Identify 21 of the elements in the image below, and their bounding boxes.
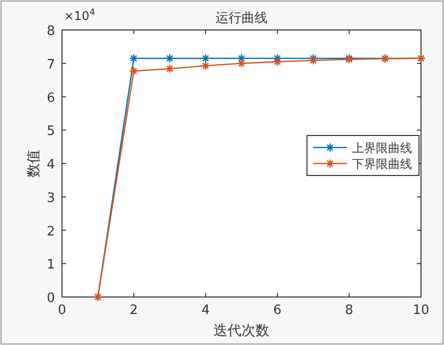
x-tick-label: 6	[273, 303, 282, 318]
y-tick-label: 2	[46, 224, 55, 240]
y-tick-label: 5	[46, 124, 55, 140]
y-tick-label: 1	[46, 258, 55, 273]
x-tick-label: 10	[412, 303, 430, 318]
legend-label: 上界限曲线	[352, 141, 412, 155]
x-tick-label: 4	[201, 303, 210, 318]
y-tick-label: 0	[46, 291, 55, 306]
y-tick-label: 4	[46, 158, 55, 172]
legend-label: 下界限曲线	[352, 157, 412, 171]
y-tick-label: 6	[46, 90, 55, 106]
x-tick-label: 8	[345, 303, 354, 318]
chart-title: 运行曲线	[216, 11, 268, 26]
x-axis-title: 迭代次数	[214, 323, 270, 339]
y-tick-label: 7	[46, 57, 55, 72]
text: ×10$^{4}$	[64, 8, 96, 23]
y-tick-label: 8	[46, 24, 55, 39]
x-tick-label: 0	[58, 303, 66, 318]
x-tick-label: 2	[130, 303, 138, 318]
y-tick-label: 3	[46, 190, 55, 206]
y-axis-title: 数值	[26, 150, 42, 178]
